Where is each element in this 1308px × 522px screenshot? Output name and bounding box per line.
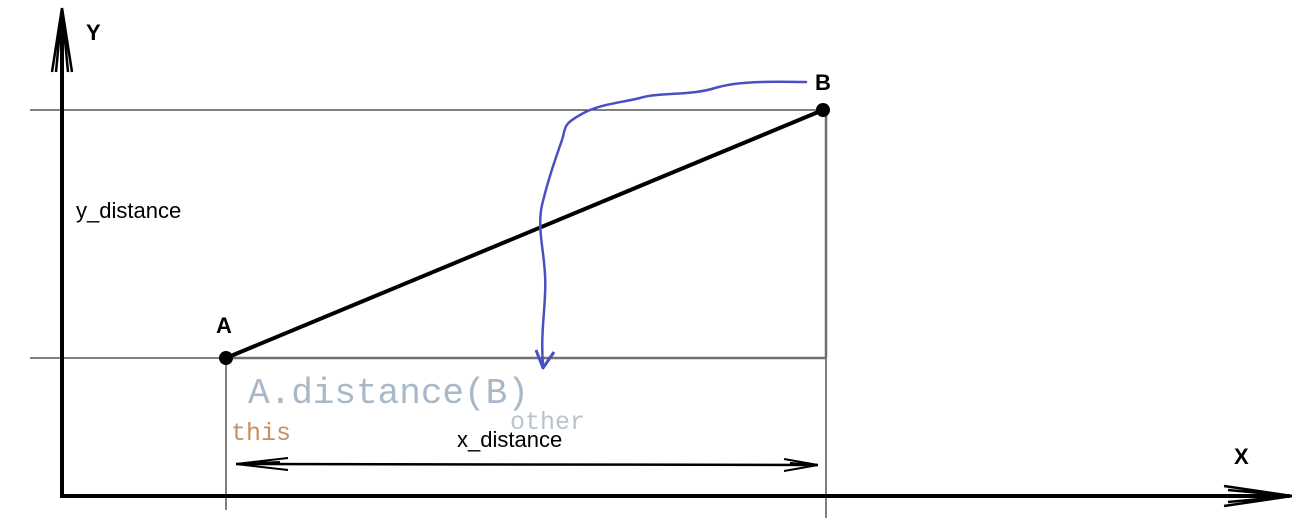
point-a [219,351,233,365]
x-distance-arrow [235,457,819,472]
annotation-arrow [534,80,808,370]
y-axis [50,7,74,496]
y-distance-label: y_distance [76,198,182,223]
other-label: other [510,408,586,437]
point-b-label: B [815,70,831,95]
x-axis-arrowhead [1223,484,1293,508]
x-distance-label: x_distance [457,427,563,452]
point-b [816,103,830,117]
code-expression: A.distance(B) [248,373,529,414]
y-axis-label: Y [86,20,101,45]
segment-ab [225,108,824,360]
y-axis-arrowhead [50,7,74,73]
x-axis [60,484,1293,508]
x-axis-label: X [1234,444,1249,469]
this-label: this [231,419,292,448]
point-a-label: A [216,313,232,338]
annotation-arrowhead [534,349,556,370]
